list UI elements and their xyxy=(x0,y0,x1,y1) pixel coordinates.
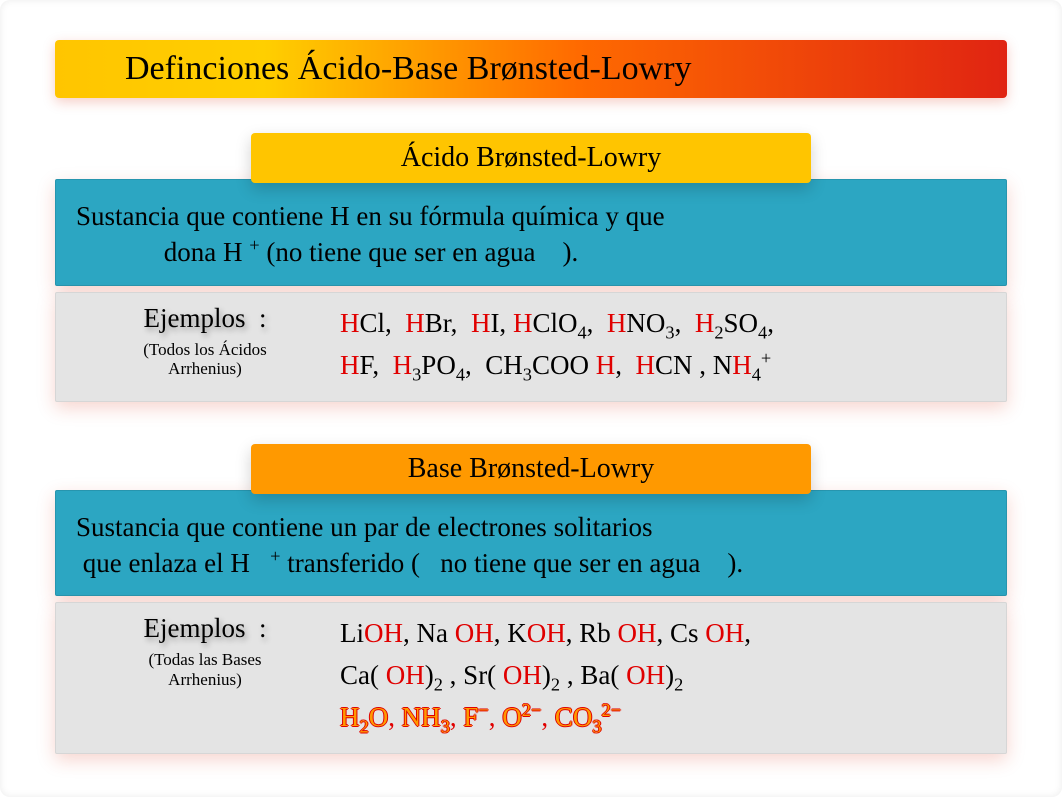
acid-section: Ácido Brønsted-Lowry Sustancia que conti… xyxy=(55,133,1007,402)
acid-examples-list: HCl, HBr, HI, HClO4, HNO3, H2SO4,HF, H3P… xyxy=(340,303,992,387)
title-text: Definciones Ácido-Base Brønsted-Lowry xyxy=(125,50,692,88)
base-examples-list: LiOH, Na OH, KOH, Rb OH, Cs OH,Ca( OH)2 … xyxy=(340,613,992,739)
acid-definition: Sustancia que contiene H en su fórmula q… xyxy=(55,179,1007,286)
base-section: Base Brønsted-Lowry Sustancia que contie… xyxy=(55,444,1007,754)
acid-heading-text: Ácido Brønsted-Lowry xyxy=(401,142,662,174)
base-examples-label: Ejemplos : xyxy=(70,613,340,644)
base-examples-note: (Todas las BasesArrhenius) xyxy=(70,650,340,689)
base-definition: Sustancia que contiene un par de electro… xyxy=(55,490,1007,597)
acid-examples-note: (Todos los ÁcidosArrhenius) xyxy=(70,340,340,379)
acid-examples: Ejemplos : (Todos los ÁcidosArrhenius) H… xyxy=(55,292,1007,402)
base-examples: Ejemplos : (Todas las BasesArrhenius) Li… xyxy=(55,602,1007,754)
slide: Definciones Ácido-Base Brønsted-Lowry Ác… xyxy=(0,0,1062,797)
acid-examples-left: Ejemplos : (Todos los ÁcidosArrhenius) xyxy=(70,303,340,387)
base-heading-text: Base Brønsted-Lowry xyxy=(408,453,655,485)
acid-examples-label: Ejemplos : xyxy=(70,303,340,334)
base-heading: Base Brønsted-Lowry xyxy=(251,444,811,494)
base-examples-left: Ejemplos : (Todas las BasesArrhenius) xyxy=(70,613,340,739)
acid-heading: Ácido Brønsted-Lowry xyxy=(251,133,811,183)
title-bar: Definciones Ácido-Base Brønsted-Lowry xyxy=(55,40,1007,98)
